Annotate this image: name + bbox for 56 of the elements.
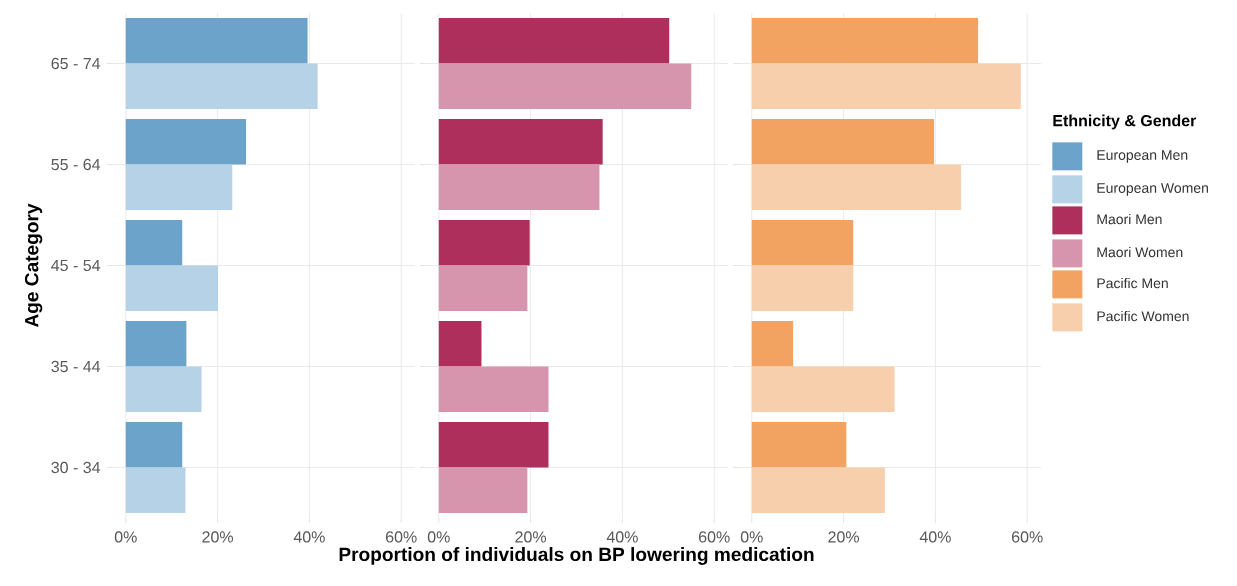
bar (438, 164, 600, 210)
x-tick-label: 0% (740, 531, 763, 543)
bar (751, 220, 854, 266)
bar (438, 321, 482, 367)
bar (751, 63, 1021, 109)
bar (125, 18, 308, 64)
bar (125, 265, 219, 311)
x-tick-label: 20% (515, 531, 547, 543)
legend-label: Maori Women (1097, 246, 1183, 258)
bar (125, 422, 183, 468)
bar (751, 265, 854, 311)
bar (751, 422, 847, 468)
x-tick-label: 60% (386, 531, 417, 543)
legend-label: Pacific Women (1097, 310, 1189, 322)
y-tick-label: 30 - 34 (51, 461, 101, 474)
bar (125, 366, 202, 412)
bar (438, 422, 549, 468)
bar (751, 321, 794, 367)
x-axis-title: Proportion of individuals on BP lowering medication (339, 547, 814, 565)
bar (751, 164, 962, 210)
bar (125, 220, 183, 266)
bar (751, 119, 935, 165)
bar (438, 220, 530, 266)
x-tick-label: 0% (427, 531, 450, 543)
legend-title: Ethnicity & Gender (1053, 114, 1197, 130)
legend-label: European Women (1097, 183, 1208, 196)
x-tick-label: 20% (202, 531, 234, 543)
y-axis-title: Age Category (24, 203, 43, 328)
bar (438, 63, 692, 109)
bar (125, 119, 247, 165)
legend-label: Pacific Men (1097, 277, 1168, 289)
bar (125, 63, 318, 109)
legend-label: European Men (1097, 150, 1188, 163)
x-tick-label: 40% (919, 531, 951, 543)
x-tick-label: 40% (606, 531, 638, 543)
bar (751, 18, 979, 64)
bar (125, 321, 187, 367)
legend-label: Maori Men (1097, 213, 1162, 225)
bar (438, 18, 670, 64)
bar (125, 164, 233, 210)
x-tick-label: 0% (114, 531, 137, 543)
bar (438, 467, 528, 513)
x-tick-label: 60% (699, 531, 730, 543)
bar (438, 366, 549, 412)
y-tick-label: 35 - 44 (51, 360, 101, 373)
bar (438, 265, 528, 311)
y-tick-label: 45 - 54 (51, 259, 101, 272)
y-tick-label: 55 - 64 (51, 158, 101, 171)
x-tick-label: 60% (1012, 531, 1043, 543)
x-tick-label: 20% (828, 531, 860, 543)
bar (751, 366, 895, 412)
bar (751, 467, 885, 513)
y-tick-label: 65 - 74 (51, 57, 101, 70)
bar (125, 467, 186, 513)
x-tick-label: 40% (293, 531, 325, 543)
bar (438, 119, 603, 165)
